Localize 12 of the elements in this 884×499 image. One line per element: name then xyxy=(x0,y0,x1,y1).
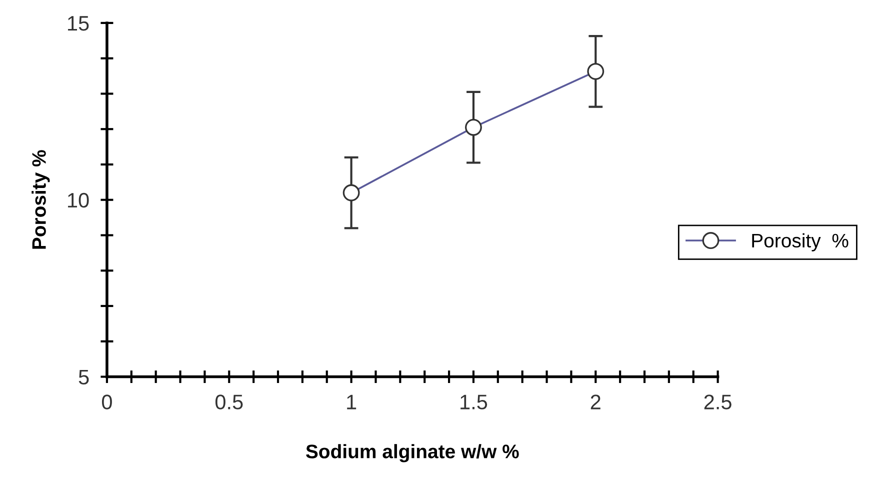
y-tick-label: 10 xyxy=(68,192,89,208)
x-tick-label: 0.5 xyxy=(215,394,243,410)
x-tick-label: 1.5 xyxy=(460,394,488,410)
y-axis-title: Porosity % xyxy=(32,150,50,249)
legend-label: Porosity % xyxy=(752,233,848,252)
x-axis-title: Sodium alginate w/w % xyxy=(306,444,519,462)
x-tick-label: 1 xyxy=(347,394,356,410)
x-tick-label: 0 xyxy=(102,394,112,410)
x-tick-label: 2.5 xyxy=(704,394,732,410)
y-tick-label: 15 xyxy=(68,16,89,31)
x-tick-label: 2 xyxy=(590,394,600,410)
y-tick-label: 5 xyxy=(78,370,89,384)
